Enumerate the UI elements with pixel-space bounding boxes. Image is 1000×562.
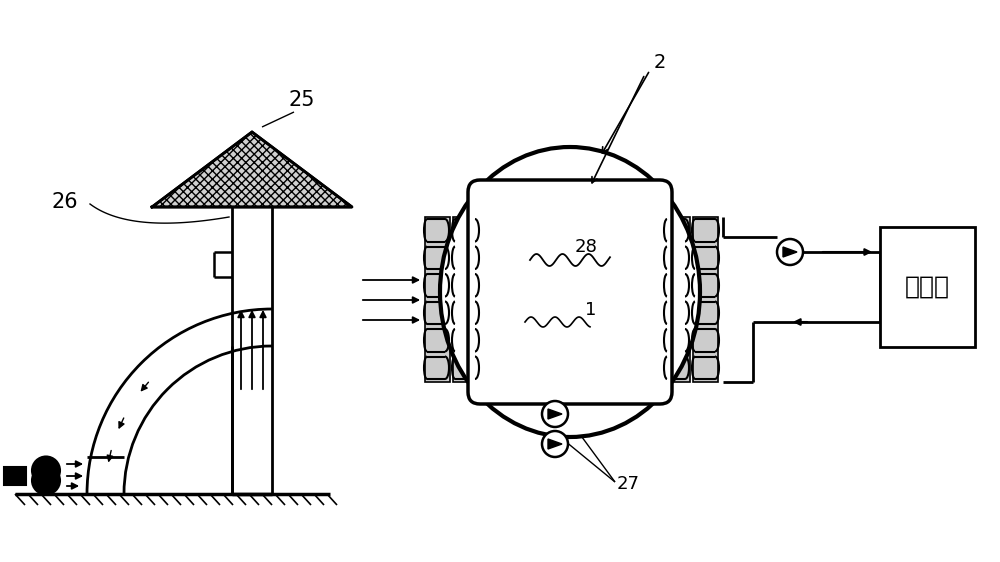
Text: 25: 25 xyxy=(289,90,315,110)
Text: 2: 2 xyxy=(654,52,666,71)
Polygon shape xyxy=(152,132,352,207)
Circle shape xyxy=(32,456,60,484)
Text: 28: 28 xyxy=(575,238,598,256)
Text: 26: 26 xyxy=(52,192,78,212)
Text: 热用户: 热用户 xyxy=(905,275,950,299)
Bar xyxy=(693,217,718,382)
Circle shape xyxy=(542,431,568,457)
Bar xyxy=(4,466,26,484)
Bar xyxy=(665,217,690,382)
FancyBboxPatch shape xyxy=(468,180,672,404)
Circle shape xyxy=(777,239,803,265)
Bar xyxy=(425,217,450,382)
Text: 1: 1 xyxy=(585,301,596,319)
Circle shape xyxy=(542,401,568,427)
Polygon shape xyxy=(548,409,562,419)
Polygon shape xyxy=(548,439,562,449)
Polygon shape xyxy=(783,247,797,257)
Ellipse shape xyxy=(440,147,700,437)
Bar xyxy=(453,217,478,382)
Text: 27: 27 xyxy=(617,475,640,493)
Bar xyxy=(880,227,975,347)
Circle shape xyxy=(32,466,60,495)
